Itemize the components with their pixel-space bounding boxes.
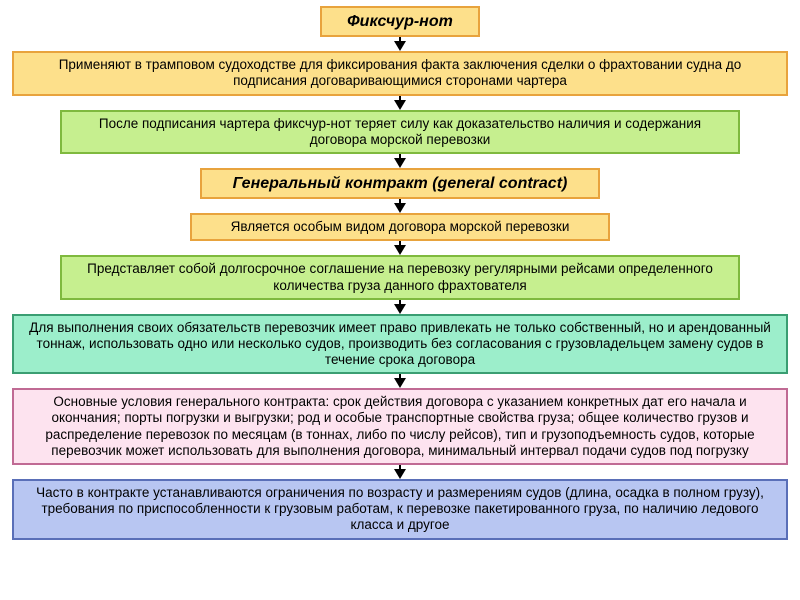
box-restrictions: Часто в контракте устанавливаются ограни… [12, 479, 788, 540]
arrow [394, 241, 406, 255]
arrow [394, 154, 406, 168]
box-longterm-agreement: Представляет собой долгосрочное соглашен… [60, 255, 740, 299]
arrow [394, 300, 406, 314]
box-special-kind: Является особым видом договора морской п… [190, 213, 610, 241]
title-general-contract: Генеральный контракт (general contract) [200, 168, 600, 199]
arrow [394, 465, 406, 479]
arrow [394, 374, 406, 388]
arrow [394, 199, 406, 213]
arrow [394, 37, 406, 51]
box-after-signing: После подписания чартера фиксчур-нот тер… [60, 110, 740, 154]
box-main-conditions: Основные условия генерального контракта:… [12, 388, 788, 465]
title-fixchur-not: Фиксчур-нот [320, 6, 480, 37]
box-apply-tramp: Применяют в трамповом судоходстве для фи… [12, 51, 788, 95]
box-carrier-rights: Для выполнения своих обязательств перево… [12, 314, 788, 375]
arrow [394, 96, 406, 110]
